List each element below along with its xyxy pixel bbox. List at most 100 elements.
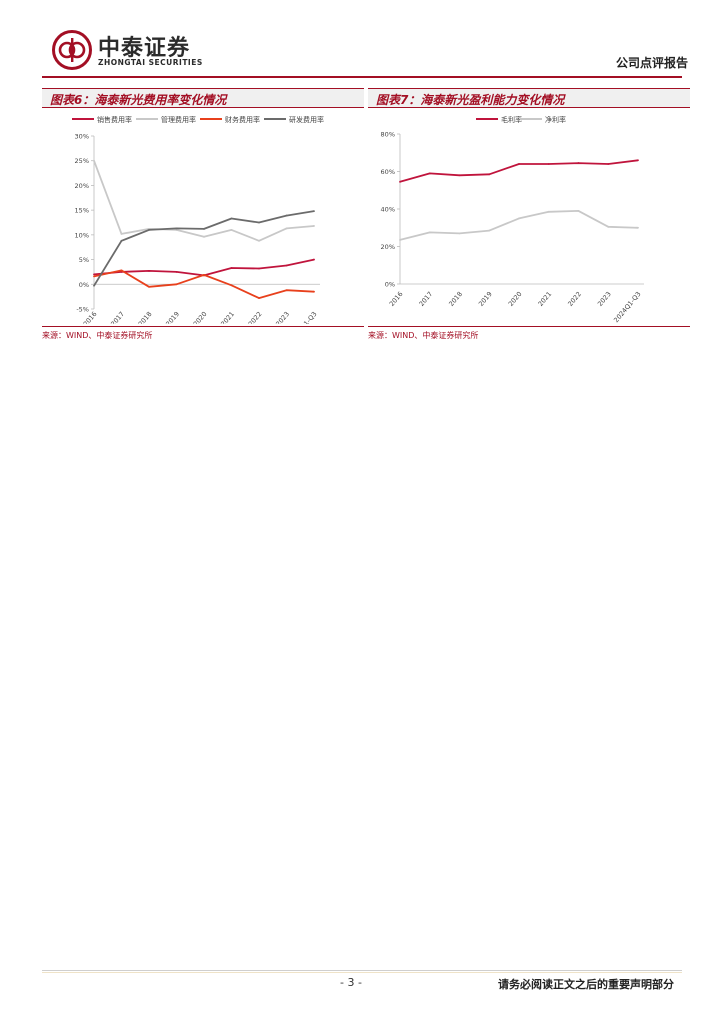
data-point [203, 273, 205, 276]
footer-divider [42, 970, 682, 971]
data-point [399, 239, 401, 241]
data-point [313, 210, 315, 213]
brand-name-en: ZHONGTAI SECURITIES [98, 58, 203, 67]
expense-ratio-chart: 销售费用率 管理费用率 财务费用率 研发费用率 -5% 0% 5% 10% 15% 20% 25% 3… [72, 115, 324, 324]
data-point [285, 227, 288, 230]
data-point [313, 290, 315, 293]
y-tick-label: 15% [75, 207, 89, 215]
profitability-chart: 毛利率 净利率 0% 20% 40% 60% 80% 2016 2017 2018 2019 2020… [381, 115, 644, 324]
data-point [399, 180, 401, 183]
figure-source: 来源：WIND、中泰证券研究所 [42, 326, 364, 341]
x-tick-label: 2019 [477, 290, 494, 308]
x-tick-label: 2024Q1-Q3 [288, 310, 318, 324]
y-tick-label: 0% [385, 281, 395, 289]
page-number: - 3 - [340, 976, 362, 989]
data-point [258, 297, 260, 300]
data-point [428, 172, 431, 175]
data-point [258, 239, 260, 242]
data-point [518, 163, 520, 165]
y-tick-label: 5% [79, 256, 89, 264]
data-point [458, 174, 461, 177]
x-tick-label: 2021 [219, 310, 236, 324]
data-point [230, 284, 233, 287]
legend-label: 管理费用率 [161, 115, 196, 124]
page-header: 中泰证券 ZHONGTAI SECURITIES 公司点评报告 [0, 0, 724, 90]
figure-source: 来源：WIND、中泰证券研究所 [368, 326, 690, 341]
data-point [285, 214, 288, 217]
y-tick-label: 40% [381, 206, 395, 214]
data-point [547, 163, 550, 165]
y-tick-label: 20% [75, 182, 89, 190]
data-point [203, 235, 205, 238]
report-type: 公司点评报告 [615, 56, 688, 70]
legend-label: 毛利率 [501, 115, 522, 124]
data-point [518, 217, 520, 220]
y-tick-label: 10% [75, 231, 89, 239]
figure-expense-ratio: 图表6：海泰新光费用率变化情况 销售费用率 管理费用率 财务费用率 研发费用率 -5% 0… [42, 88, 364, 350]
header-divider [42, 76, 682, 78]
x-tick-label: 2018 [447, 290, 464, 308]
brand-name-cn: 中泰证券 [98, 36, 191, 61]
data-point [175, 229, 178, 231]
x-tick-label: 2017 [418, 290, 435, 308]
figure-title: 图表7：海泰新光盈利能力变化情况 [376, 93, 565, 107]
data-point [93, 159, 95, 162]
data-point [285, 289, 288, 292]
data-point [607, 225, 610, 228]
data-point [547, 210, 550, 213]
y-tick-label: 60% [381, 168, 395, 176]
x-tick-label: 2023 [274, 310, 291, 324]
x-tick-label: 2022 [247, 310, 264, 324]
footer-divider-accent [42, 972, 682, 973]
data-point [148, 285, 150, 288]
x-tick-label: 2023 [596, 290, 613, 308]
data-point [258, 267, 260, 270]
data-point [93, 275, 95, 278]
data-point [175, 283, 178, 286]
data-point [175, 271, 178, 273]
x-tick-label: 2016 [388, 290, 405, 308]
data-point [230, 217, 233, 220]
x-tick-label: 2020 [192, 310, 209, 324]
data-point [148, 229, 150, 231]
y-tick-label: -5% [76, 306, 89, 314]
data-point [313, 225, 315, 227]
data-point [148, 270, 150, 272]
figure-title: 图表6：海泰新光费用率变化情况 [50, 93, 227, 107]
series-line [399, 210, 639, 241]
data-point [120, 269, 123, 272]
legend-label: 销售费用率 [97, 115, 132, 124]
x-tick-label: 2020 [507, 290, 524, 308]
x-tick-label: 2018 [137, 310, 154, 324]
x-tick-label: 2017 [109, 310, 126, 324]
data-point [488, 173, 491, 176]
data-point [285, 264, 288, 267]
x-tick-label: 2022 [566, 290, 583, 308]
y-tick-label: 20% [381, 243, 395, 251]
disclaimer-note: 请务必阅读正文之后的重要声明部分 [498, 978, 674, 991]
data-point [637, 226, 639, 229]
data-point [258, 221, 260, 224]
y-tick-label: 80% [381, 131, 395, 139]
data-point [230, 267, 233, 269]
data-point [230, 229, 233, 231]
data-point [313, 258, 315, 261]
data-point [637, 159, 639, 162]
data-point [203, 228, 205, 230]
data-point [175, 227, 178, 230]
x-tick-label: 2021 [537, 290, 554, 308]
y-tick-label: 0% [79, 281, 89, 289]
figure-title-bar: 图表7：海泰新光盈利能力变化情况 [368, 88, 690, 108]
data-point [607, 163, 610, 165]
data-point [488, 229, 491, 232]
legend-label: 研发费用率 [289, 115, 324, 124]
data-point [577, 162, 580, 164]
y-tick-label: 25% [75, 157, 89, 165]
data-point [458, 232, 461, 235]
figure-title-bar: 图表6：海泰新光费用率变化情况 [42, 88, 364, 108]
data-point [577, 209, 580, 212]
x-tick-label: 2024Q1-Q3 [612, 290, 642, 324]
data-point [120, 239, 123, 242]
data-point [93, 284, 95, 287]
legend-label: 净利率 [545, 115, 566, 124]
